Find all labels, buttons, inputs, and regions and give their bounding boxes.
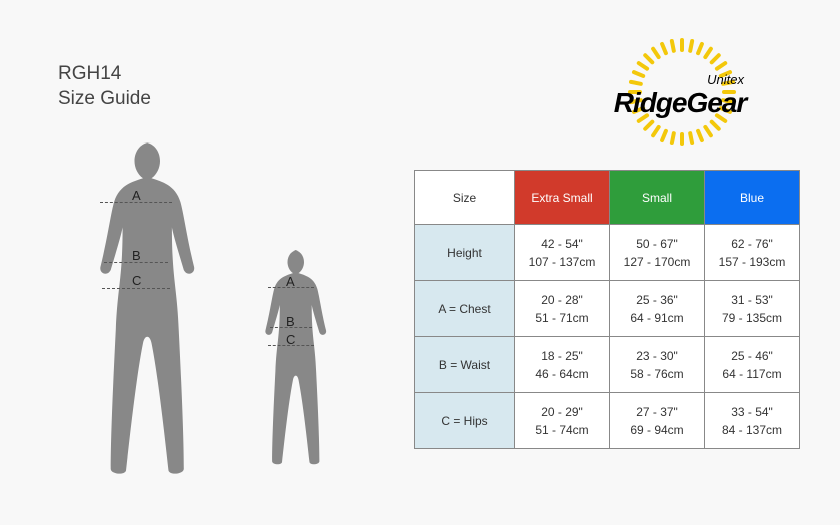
value-cell: 42 - 54"107 - 137cm (515, 225, 610, 281)
value-inches: 50 - 67" (610, 235, 704, 253)
silhouette-large (58, 140, 228, 485)
col-header-2: Blue (705, 171, 800, 225)
value-cm: 51 - 74cm (515, 421, 609, 439)
value-inches: 18 - 25" (515, 347, 609, 365)
value-cm: 157 - 193cm (705, 253, 799, 271)
value-cell: 23 - 30"58 - 76cm (610, 337, 705, 393)
value-cell: 33 - 54"84 - 137cm (705, 393, 800, 449)
value-cell: 25 - 36"64 - 91cm (610, 281, 705, 337)
logo-main-text: RidgeGear (580, 87, 780, 119)
value-cell: 62 - 76"157 - 193cm (705, 225, 800, 281)
value-cell: 20 - 29"51 - 74cm (515, 393, 610, 449)
value-cm: 46 - 64cm (515, 365, 609, 383)
value-cell: 31 - 53"79 - 135cm (705, 281, 800, 337)
value-cell: 50 - 67"127 - 170cm (610, 225, 705, 281)
size-header-cell: Size (415, 171, 515, 225)
label-A-small: A (286, 274, 295, 289)
row-label: Height (415, 225, 515, 281)
value-cell: 27 - 37"69 - 94cm (610, 393, 705, 449)
value-cm: 58 - 76cm (610, 365, 704, 383)
value-cm: 64 - 117cm (705, 365, 799, 383)
title-line2: Size Guide (58, 87, 151, 112)
title-line1: RGH14 (58, 62, 151, 87)
row-label: C = Hips (415, 393, 515, 449)
value-inches: 31 - 53" (705, 291, 799, 309)
value-cm: 127 - 170cm (610, 253, 704, 271)
col-header-0: Extra Small (515, 171, 610, 225)
label-C-small: C (286, 332, 295, 347)
label-A-large: A (132, 188, 141, 203)
value-cell: 20 - 28"51 - 71cm (515, 281, 610, 337)
value-cm: 107 - 137cm (515, 253, 609, 271)
value-cm: 64 - 91cm (610, 309, 704, 327)
row-label: B = Waist (415, 337, 515, 393)
table-row: Height42 - 54"107 - 137cm50 - 67"127 - 1… (415, 225, 800, 281)
label-B-large: B (132, 248, 141, 263)
page-title: RGH14 Size Guide (58, 62, 151, 111)
label-C-large: C (132, 273, 141, 288)
value-cm: 51 - 71cm (515, 309, 609, 327)
size-table: Size Extra Small Small Blue Height42 - 5… (414, 170, 800, 449)
table-row: C = Hips20 - 29"51 - 74cm27 - 37"69 - 94… (415, 393, 800, 449)
value-cell: 25 - 46"64 - 117cm (705, 337, 800, 393)
table-row: A = Chest20 - 28"51 - 71cm25 - 36"64 - 9… (415, 281, 800, 337)
value-inches: 42 - 54" (515, 235, 609, 253)
value-inches: 33 - 54" (705, 403, 799, 421)
col-header-1: Small (610, 171, 705, 225)
value-inches: 27 - 37" (610, 403, 704, 421)
label-B-small: B (286, 314, 295, 329)
value-inches: 25 - 36" (610, 291, 704, 309)
logo-top-text: Unitex (580, 72, 780, 87)
row-label: A = Chest (415, 281, 515, 337)
value-cell: 18 - 25"46 - 64cm (515, 337, 610, 393)
table-row: B = Waist18 - 25"46 - 64cm23 - 30"58 - 7… (415, 337, 800, 393)
value-cm: 79 - 135cm (705, 309, 799, 327)
value-inches: 25 - 46" (705, 347, 799, 365)
value-cm: 69 - 94cm (610, 421, 704, 439)
value-inches: 20 - 28" (515, 291, 609, 309)
value-cm: 84 - 137cm (705, 421, 799, 439)
brand-logo: Unitex RidgeGear (580, 28, 780, 138)
figure-diagram: A B C A B C (58, 140, 358, 485)
value-inches: 20 - 29" (515, 403, 609, 421)
table-header-row: Size Extra Small Small Blue (415, 171, 800, 225)
value-inches: 62 - 76" (705, 235, 799, 253)
value-inches: 23 - 30" (610, 347, 704, 365)
